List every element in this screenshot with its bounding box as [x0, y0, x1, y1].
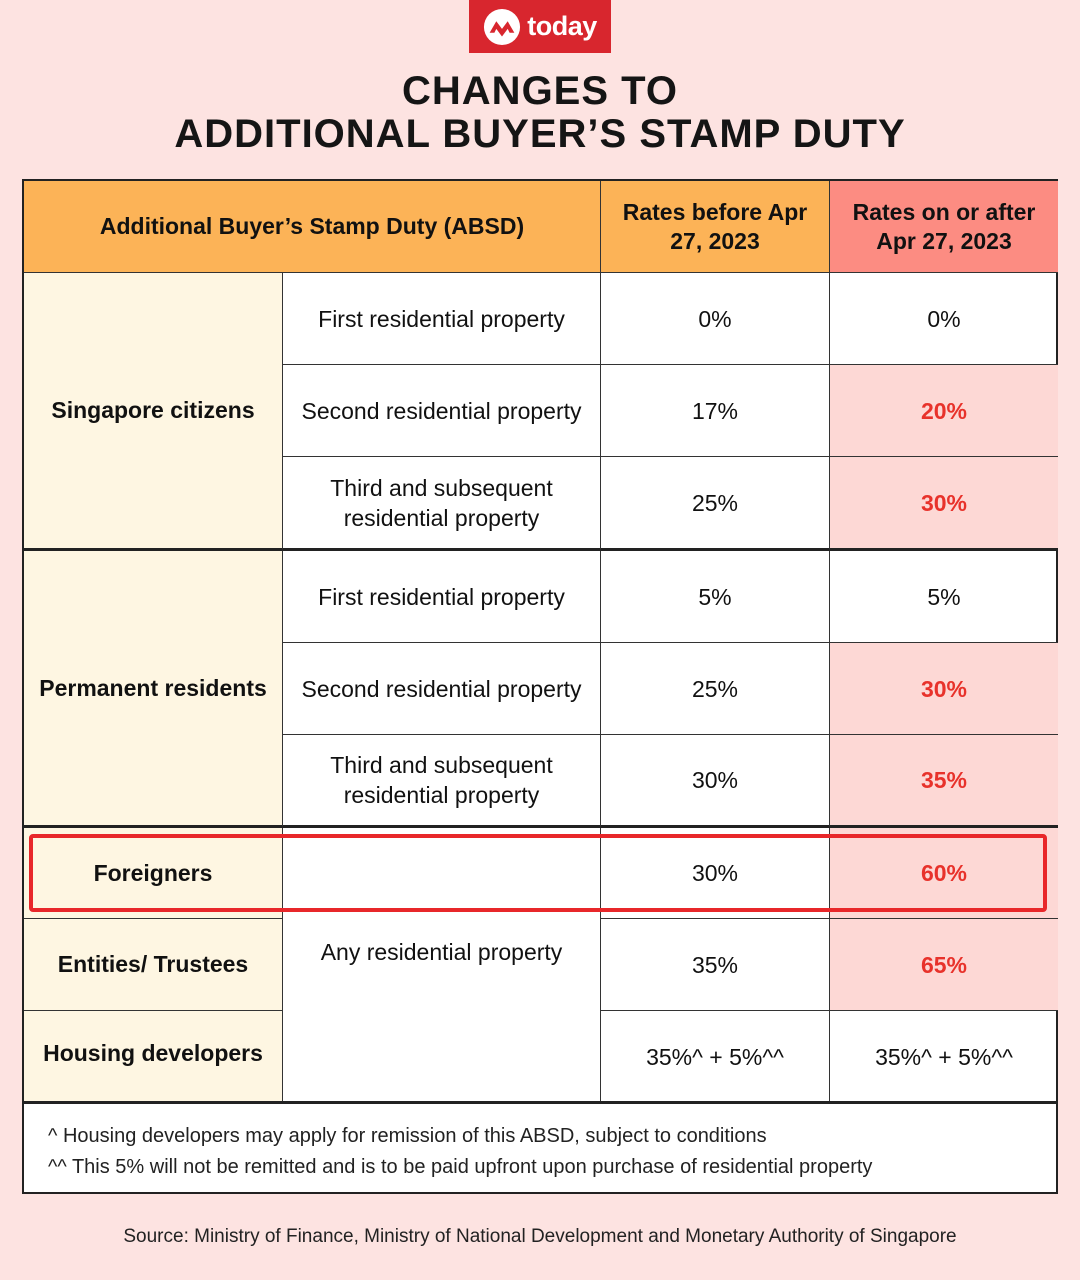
group-singapore-citizens: Singapore citizens [24, 273, 283, 551]
page-title: CHANGES TO ADDITIONAL BUYER’S STAMP DUTY [0, 70, 1080, 156]
property-second: Second residential property [283, 643, 601, 735]
group-permanent-residents: Permanent residents [24, 551, 283, 828]
source-credit: Source: Ministry of Finance, Ministry of… [123, 1226, 957, 1247]
rate-pr-third-before: 30% [601, 735, 830, 828]
group-foreigners: Foreigners [24, 828, 283, 919]
mediacorp-logo-icon [484, 8, 521, 45]
property-first: First residential property [283, 273, 601, 365]
rate-sc-second-before: 17% [601, 365, 830, 457]
rate-developers-before: 35%^ + 5%^^ [601, 1011, 830, 1103]
rate-pr-third-after: 35% [830, 735, 1058, 828]
rate-foreigners-after: 60% [830, 828, 1058, 919]
group-housing-developers: Housing developers [24, 1011, 283, 1103]
footnotes: ^ Housing developers may apply for remis… [26, 1121, 1026, 1183]
rate-entities-after: 65% [830, 919, 1058, 1011]
rate-sc-second-after: 20% [830, 365, 1058, 457]
rate-sc-third-after: 30% [830, 457, 1058, 551]
rate-pr-second-before: 25% [601, 643, 830, 735]
rate-sc-first-before: 0% [601, 273, 830, 365]
header-rates-after: Rates on or after Apr 27, 2023 [830, 181, 1058, 273]
rate-entities-before: 35% [601, 919, 830, 1011]
header-rates-before: Rates before Apr 27, 2023 [601, 181, 830, 273]
property-first: First residential property [283, 551, 601, 643]
rate-pr-first-before: 5% [601, 551, 830, 643]
brand-logo: today [469, 0, 611, 53]
property-second: Second residential property [283, 365, 601, 457]
foreigners-highlight-box [29, 834, 1047, 912]
footnote-2: ^^ This 5% will not be remitted and is t… [48, 1156, 873, 1178]
property-blank [283, 828, 601, 919]
rate-developers-after: 35%^ + 5%^^ [830, 1011, 1058, 1103]
title-line-2: ADDITIONAL BUYER’S STAMP DUTY [174, 112, 906, 156]
footnote-1: ^ Housing developers may apply for remis… [48, 1125, 767, 1147]
property-third: Third and subsequent residential propert… [283, 457, 601, 551]
brand-name: today [527, 11, 597, 41]
rate-pr-second-after: 30% [830, 643, 1058, 735]
property-third: Third and subsequent residential propert… [283, 735, 601, 828]
notes-divider [24, 1101, 1058, 1104]
group-entities-trustees: Entities/ Trustees [24, 919, 283, 1011]
rate-sc-first-after: 0% [830, 273, 1058, 365]
property-any: Any residential property [283, 919, 601, 1103]
rate-sc-third-before: 25% [601, 457, 830, 551]
rate-foreigners-before: 30% [601, 828, 830, 919]
header-category: Additional Buyer’s Stamp Duty (ABSD) [24, 181, 601, 273]
title-line-1: CHANGES TO [402, 69, 678, 113]
rate-pr-first-after: 5% [830, 551, 1058, 643]
absd-table: Additional Buyer’s Stamp Duty (ABSD) Rat… [22, 179, 1058, 1194]
